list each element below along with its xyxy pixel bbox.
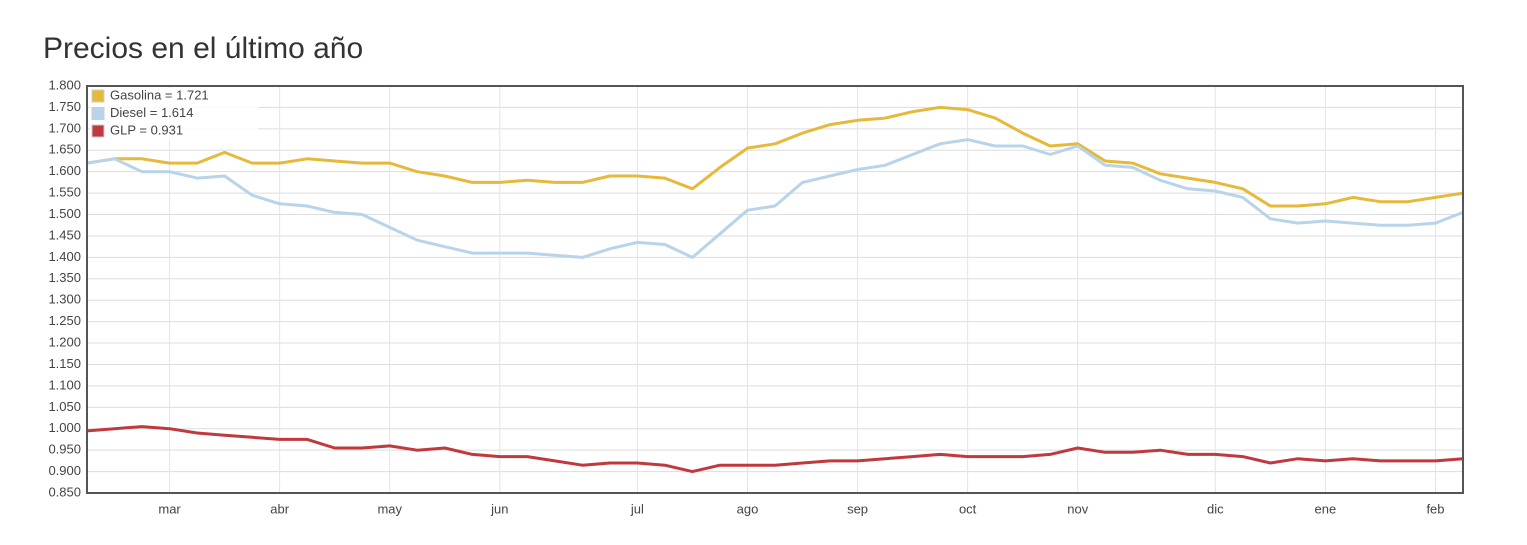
legend-label: Gasolina = 1.721 <box>110 87 209 102</box>
legend-swatch <box>91 124 105 138</box>
legend-swatch <box>91 89 105 103</box>
y-tick-label: 1.500 <box>48 206 81 221</box>
y-tick-label: 1.650 <box>48 142 81 157</box>
x-tick-label: jul <box>630 501 644 516</box>
y-tick-label: 1.600 <box>48 163 81 178</box>
legend-swatch <box>91 107 105 120</box>
x-tick-label: abr <box>270 501 289 516</box>
x-tick-label: ago <box>737 501 759 516</box>
y-tick-label: 1.050 <box>48 399 81 414</box>
x-tick-label: sep <box>847 501 868 516</box>
x-tick-label: mar <box>158 501 181 516</box>
x-tick-label: nov <box>1067 501 1088 516</box>
chart-title: Precios en el último año <box>43 32 363 65</box>
y-tick-label: 0.950 <box>48 442 81 457</box>
series-line <box>86 425 1464 474</box>
y-tick-label: 1.750 <box>48 99 81 114</box>
y-tick-label: 1.300 <box>48 292 81 307</box>
y-tick-label: 1.400 <box>48 249 81 264</box>
y-tick-label: 1.000 <box>48 420 81 435</box>
x-tick-label: jun <box>490 501 508 516</box>
x-tick-label: oct <box>959 501 977 516</box>
y-tick-label: 1.550 <box>48 185 81 200</box>
x-tick-label: feb <box>1426 501 1444 516</box>
y-tick-label: 1.150 <box>48 356 81 371</box>
y-tick-label: 1.250 <box>48 313 81 328</box>
y-tick-label: 1.100 <box>48 377 81 392</box>
series-line <box>86 138 1464 259</box>
y-tick-label: 1.800 <box>48 77 81 92</box>
x-tick-label: dic <box>1207 501 1224 516</box>
legend-label: GLP = 0.931 <box>110 122 183 137</box>
plot-border <box>86 85 1464 494</box>
legend-label: Diesel = 1.614 <box>110 105 193 120</box>
x-tick-label: ene <box>1315 501 1337 516</box>
y-tick-label: 0.900 <box>48 463 81 478</box>
y-tick-label: 1.450 <box>48 227 81 242</box>
legend-box <box>90 88 258 140</box>
y-tick-label: 1.350 <box>48 270 81 285</box>
plot-background <box>87 86 1463 493</box>
x-tick-label: may <box>377 501 402 516</box>
y-tick-label: 0.850 <box>48 484 81 499</box>
y-tick-label: 1.700 <box>48 120 81 135</box>
series-line <box>86 105 1464 208</box>
y-tick-label: 1.200 <box>48 334 81 349</box>
